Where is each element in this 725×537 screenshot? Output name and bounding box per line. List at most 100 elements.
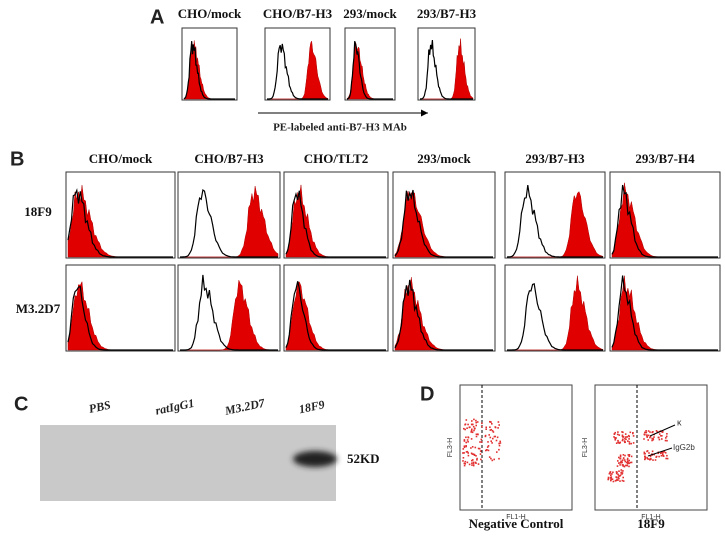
- dot: [628, 459, 630, 462]
- row-label: 18F9: [24, 204, 52, 219]
- dot: [479, 441, 481, 443]
- dot: [490, 421, 492, 423]
- dot: [628, 438, 630, 440]
- dot: [620, 471, 623, 474]
- dot: [480, 458, 482, 461]
- axis-label: PE-labeled anti-B7-H3 MAb: [273, 122, 407, 134]
- dot: [666, 433, 668, 435]
- dot: [647, 439, 649, 441]
- dot: [628, 435, 630, 438]
- dot: [628, 465, 630, 468]
- dot: [463, 427, 465, 430]
- dot: [620, 461, 623, 464]
- dot: [472, 461, 475, 464]
- dot: [498, 442, 500, 445]
- dot: [475, 424, 477, 427]
- dot: [618, 477, 620, 480]
- dot: [627, 440, 629, 442]
- dot: [484, 435, 487, 438]
- dot: [660, 435, 662, 437]
- dot: [477, 463, 480, 465]
- dot: [621, 459, 624, 461]
- dot: [658, 455, 660, 458]
- dot: [621, 479, 624, 482]
- dot: [656, 431, 659, 433]
- dot: [626, 436, 628, 438]
- dot: [491, 430, 494, 432]
- dot: [664, 439, 667, 442]
- dot: [619, 462, 622, 464]
- dot: [466, 427, 468, 429]
- dot: [619, 455, 622, 458]
- column-label: 293/mock: [343, 6, 397, 21]
- dot: [616, 465, 619, 467]
- dot: [491, 423, 493, 425]
- dot: [621, 473, 623, 475]
- dot: [616, 433, 619, 436]
- dot: [646, 436, 648, 438]
- dot: [471, 459, 473, 462]
- dot: [492, 437, 494, 440]
- dot: [473, 429, 475, 432]
- dot: [621, 431, 623, 433]
- dot: [616, 471, 618, 474]
- dot: [629, 431, 632, 434]
- panel-label: A: [150, 6, 164, 28]
- dot: [466, 439, 469, 441]
- dot: [649, 431, 651, 433]
- dot: [644, 458, 646, 461]
- dot: [487, 449, 490, 452]
- dot: [646, 458, 649, 460]
- dot: [463, 462, 466, 465]
- dot: [618, 470, 620, 472]
- control-histogram: [183, 41, 235, 100]
- x-axis-label: FL1-H: [641, 514, 660, 521]
- dot: [615, 442, 618, 444]
- dot: [615, 476, 617, 478]
- dot: [630, 461, 633, 464]
- dot: [499, 442, 502, 444]
- dot: [666, 457, 669, 460]
- dot: [619, 457, 621, 460]
- dot: [479, 453, 482, 455]
- dot: [498, 457, 500, 460]
- control-histogram: [611, 275, 718, 351]
- dot: [611, 478, 614, 480]
- dot: [486, 449, 488, 451]
- dot: [647, 430, 650, 432]
- dot: [660, 454, 663, 457]
- dot: [480, 438, 483, 441]
- dot: [632, 435, 635, 437]
- dot: [646, 434, 648, 436]
- dot-plot-frame: [459, 384, 573, 511]
- arrow-head: [421, 109, 428, 117]
- dot: [463, 439, 466, 441]
- dot: [489, 426, 491, 428]
- dot: [490, 428, 493, 431]
- dot: [645, 431, 648, 434]
- dot: [622, 480, 625, 482]
- dot: [463, 464, 466, 467]
- control-histogram: [611, 184, 718, 258]
- dot: [497, 427, 499, 429]
- dot: [476, 459, 478, 461]
- dot: [666, 439, 668, 442]
- dot: [658, 433, 661, 435]
- dot: [484, 434, 487, 437]
- dot: [481, 425, 483, 428]
- dot: [490, 457, 492, 460]
- dot: [610, 478, 612, 481]
- dot: [466, 450, 469, 453]
- dot: [624, 441, 626, 444]
- dot: [489, 436, 492, 439]
- dot: [467, 441, 469, 443]
- control-histogram: [285, 281, 386, 351]
- dot: [632, 442, 635, 444]
- dot: [628, 454, 631, 456]
- dot: [470, 431, 472, 433]
- dot: [624, 460, 627, 463]
- histogram-fill: [507, 275, 604, 351]
- dot: [471, 453, 474, 455]
- dot: [652, 438, 654, 441]
